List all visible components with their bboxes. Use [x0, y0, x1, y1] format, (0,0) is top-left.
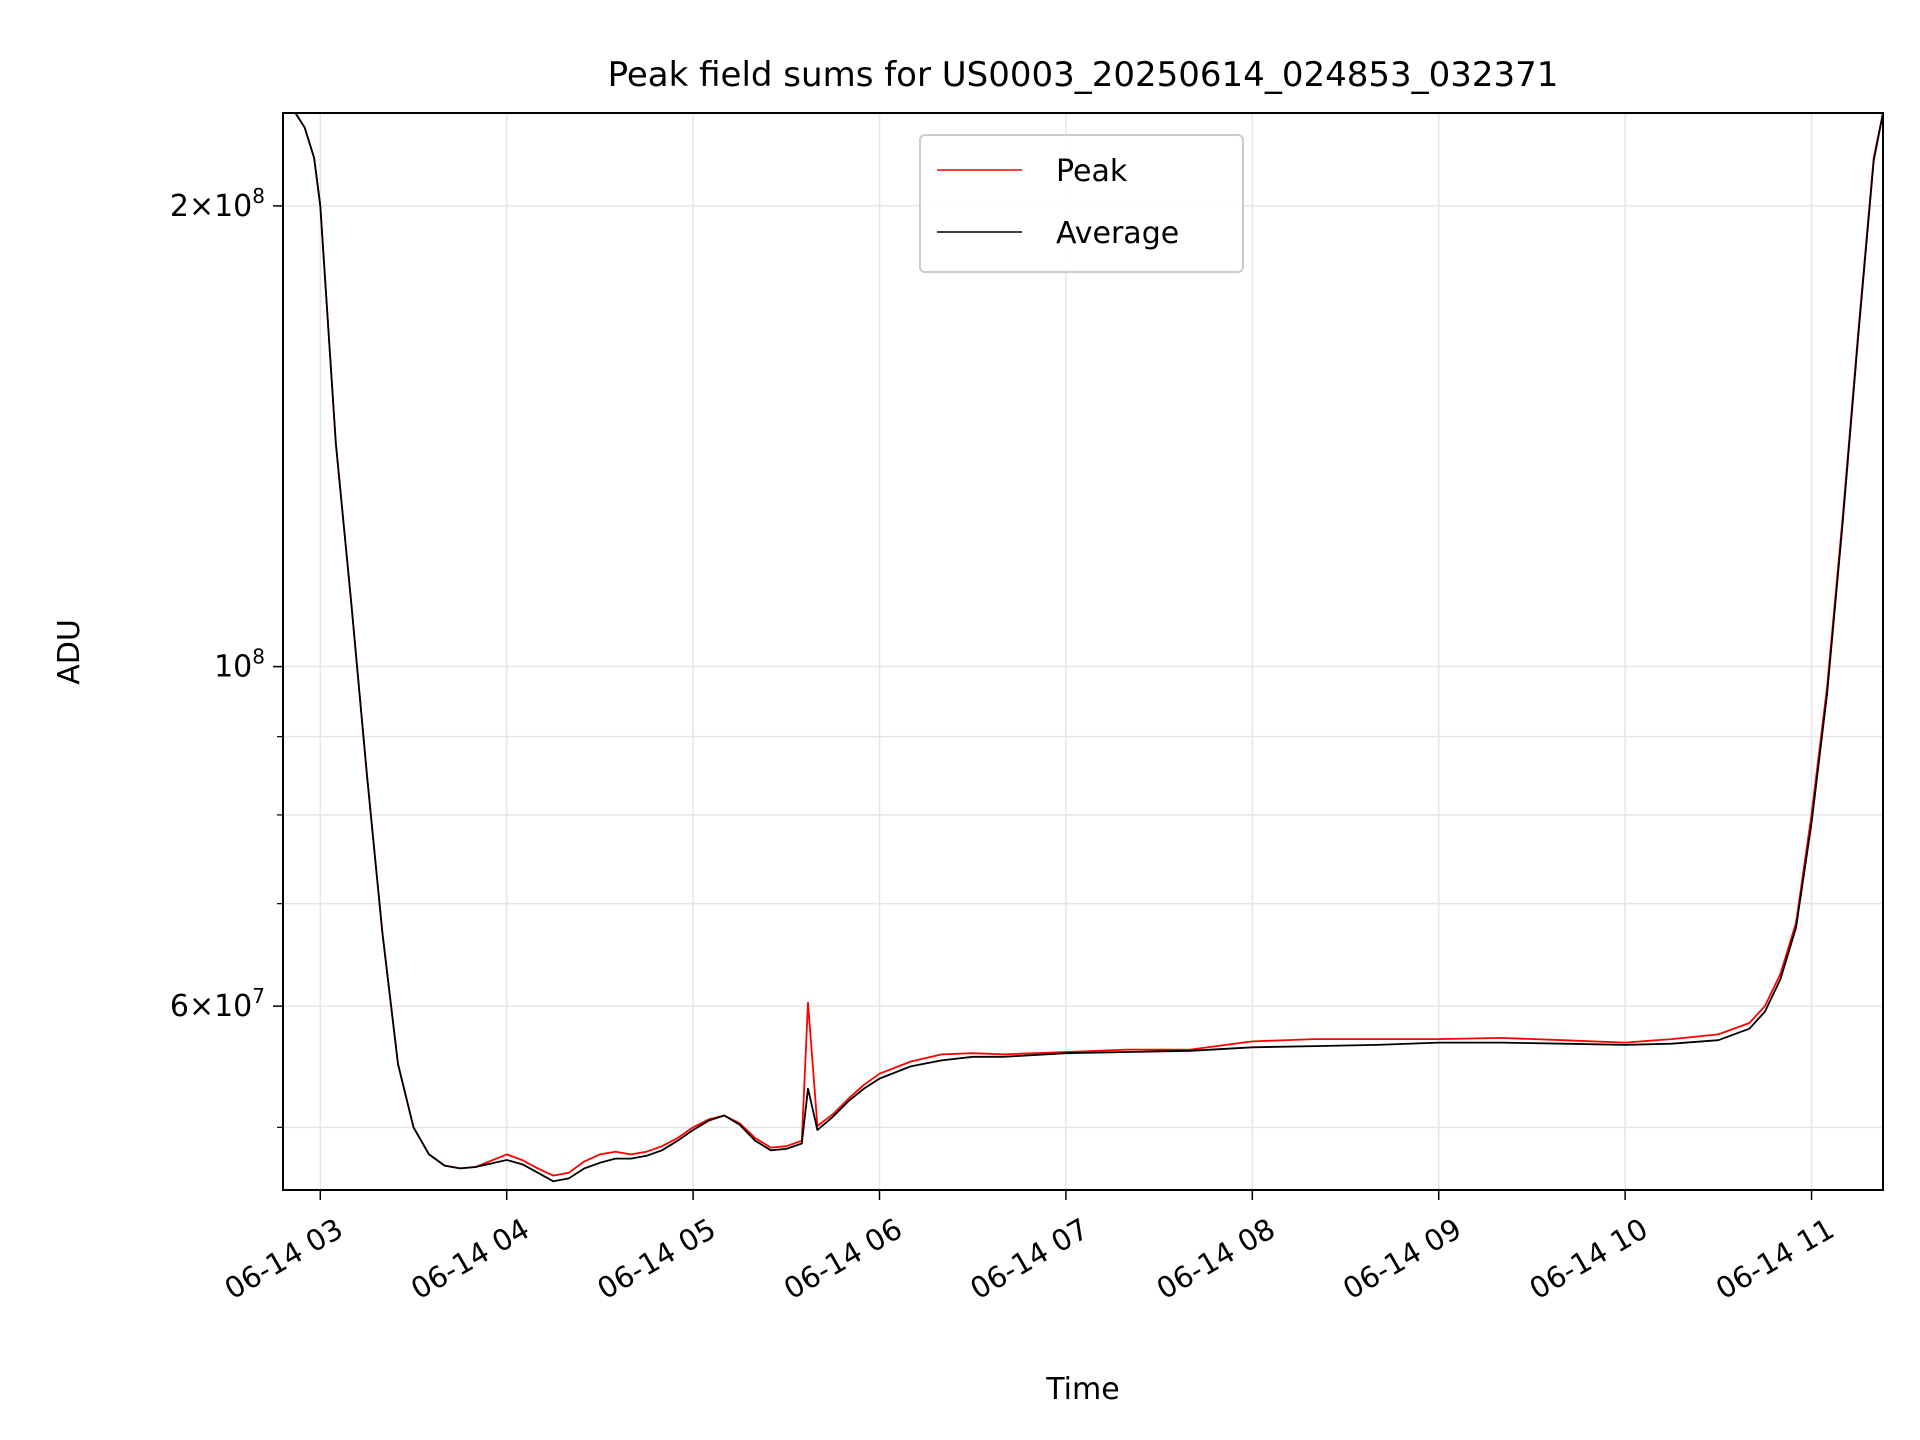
series-layer: [283, 112, 1884, 1183]
y-tick-label: 2×108: [170, 184, 265, 224]
y-axis-label: ADU: [52, 619, 87, 685]
legend-peak-label: Peak: [1056, 154, 1128, 189]
chart-title: Peak field sums for US0003_20250614_0248…: [608, 55, 1559, 95]
legend: Peak Average: [919, 134, 1244, 273]
y-tick-label: 6×107: [170, 984, 265, 1024]
x-axis-label: Time: [1045, 1372, 1119, 1407]
series-average-line: [283, 112, 1884, 1183]
legend-average-label: Average: [1056, 216, 1179, 251]
plot-frame: [282, 112, 1884, 1191]
y-axis: 2×108 108 6×107: [170, 184, 283, 1128]
y-tick-label: 108: [214, 645, 265, 685]
